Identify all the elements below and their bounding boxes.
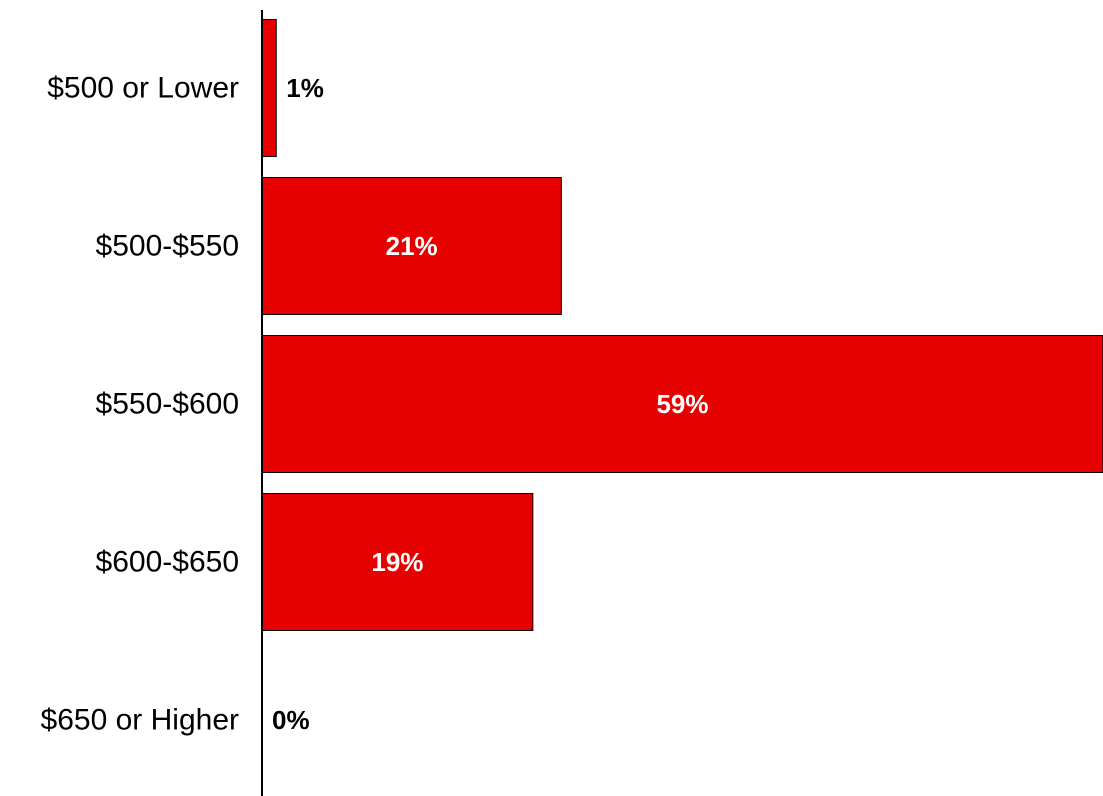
category-label-0: $500 or Lower — [47, 72, 239, 105]
bar-2 — [261, 335, 1103, 473]
bar-1 — [261, 177, 562, 315]
value-label-1: 21% — [386, 231, 438, 261]
bar-3 — [261, 493, 534, 631]
category-label-2: $550-$600 — [96, 388, 239, 421]
value-label-4: 0% — [272, 705, 310, 735]
category-label-4: $650 or Higher — [41, 704, 239, 737]
bar-0 — [261, 19, 277, 157]
category-label-3: $600-$650 — [96, 546, 239, 579]
value-label-3: 19% — [371, 547, 423, 577]
category-label-1: $500-$550 — [96, 230, 239, 263]
value-label-2: 59% — [656, 389, 708, 419]
value-label-0: 1% — [286, 73, 324, 103]
